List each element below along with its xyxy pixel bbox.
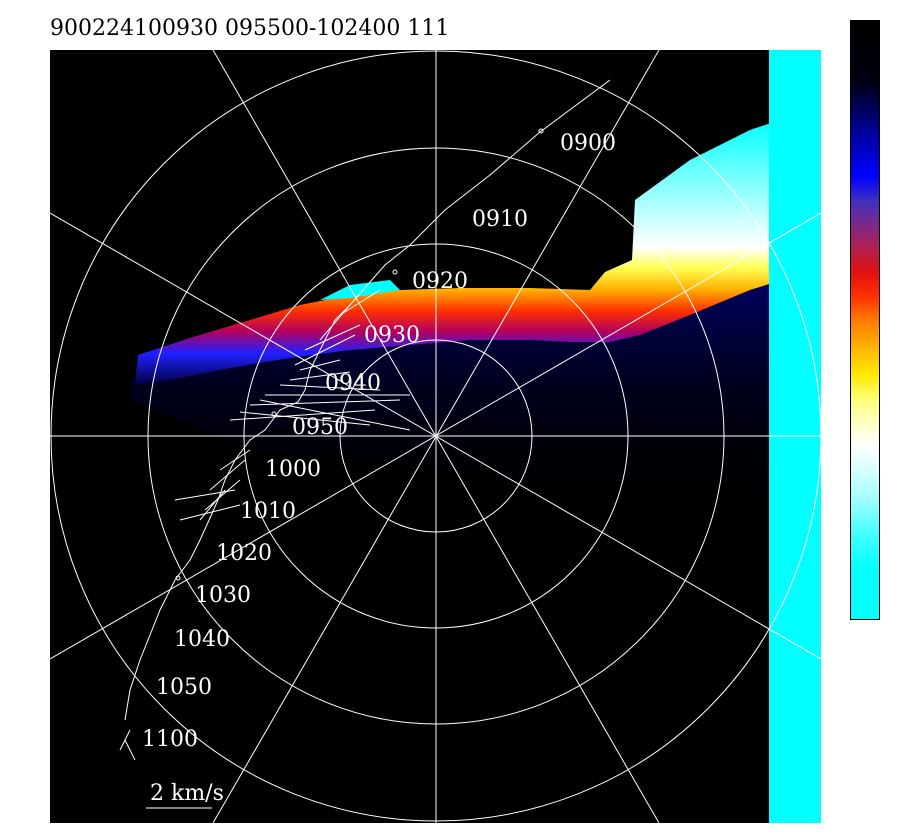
trace-whisker-9 <box>219 449 251 471</box>
trace-marker-1030 <box>175 575 181 581</box>
trace-whisker-18 <box>339 289 381 316</box>
trace-whisker-12 <box>199 489 226 521</box>
time-label-1020: 1020 <box>216 541 272 566</box>
spectral-band <box>130 120 782 520</box>
trace-whisker-11 <box>204 479 241 511</box>
scale-label: 2 km/s <box>150 781 224 806</box>
time-label-0950: 0950 <box>292 415 348 440</box>
trace-whisker-20 <box>124 739 136 761</box>
trace-whisker-7 <box>229 409 376 421</box>
trace-marker-0900 <box>538 128 544 134</box>
time-label-0930: 0930 <box>364 323 420 348</box>
trace-whisker-8 <box>259 399 411 431</box>
band-main <box>135 120 782 385</box>
trace-main <box>124 79 611 721</box>
time-label-0940: 0940 <box>325 371 381 396</box>
trace-whisker-16 <box>294 334 356 366</box>
color-scale-bar <box>850 20 880 620</box>
trace-marker-0920 <box>392 269 398 275</box>
trace-whisker-3 <box>279 384 381 391</box>
time-label-1040: 1040 <box>174 627 230 652</box>
trace-whisker-2 <box>289 371 351 381</box>
time-label-1010: 1010 <box>240 499 296 524</box>
trace-whisker-10 <box>209 459 246 491</box>
grid-spoke-120 <box>50 212 821 660</box>
polar-grid <box>50 50 821 823</box>
polar-plot: 0900 0910 0920 0930 0940 0950 1000 1010 … <box>50 50 821 823</box>
trace-marker-0950 <box>271 411 277 417</box>
time-label-1000: 1000 <box>265 457 321 482</box>
time-label-1100: 1100 <box>142 727 198 752</box>
trace-whisker-5 <box>249 399 401 406</box>
time-labels: 0900 0910 0920 0930 0940 0950 1000 1010 … <box>142 131 616 752</box>
trace-whisker-17 <box>319 304 351 341</box>
trace-whisker-14 <box>179 504 241 521</box>
plot-title: 900224100930 095500-102400 111 <box>50 16 450 41</box>
trace-whisker-13 <box>174 489 236 501</box>
time-label-1050: 1050 <box>156 675 212 700</box>
velocity-trace <box>119 79 611 761</box>
band-dark-fade <box>130 230 782 520</box>
time-label-0910: 0910 <box>472 207 528 232</box>
trace-whisker-15 <box>304 324 361 351</box>
trace-whisker-6 <box>239 411 371 426</box>
band-top-cyan <box>320 280 400 300</box>
scale-bar: 2 km/s <box>146 781 224 809</box>
time-label-0900: 0900 <box>560 131 616 156</box>
time-label-0920: 0920 <box>412 269 468 294</box>
time-label-1030: 1030 <box>195 583 251 608</box>
trace-whisker-1 <box>299 359 341 371</box>
